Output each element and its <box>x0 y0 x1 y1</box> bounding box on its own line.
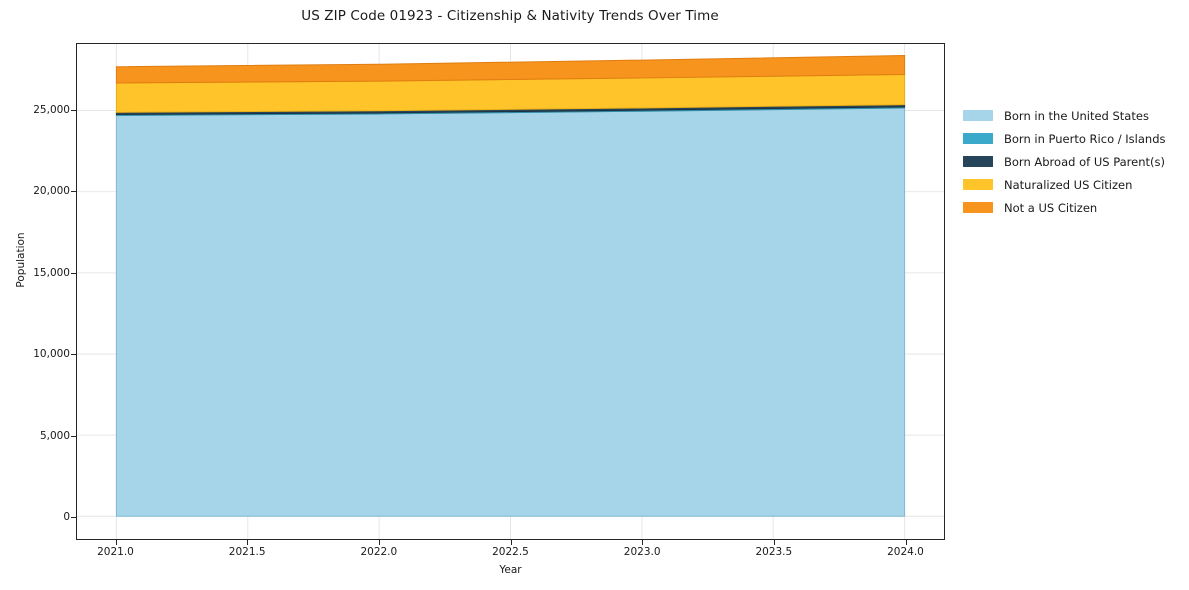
legend-item-label: Born Abroad of US Parent(s) <box>1004 154 1165 169</box>
legend-color-swatch <box>963 133 993 144</box>
x-axis-tick-label: 2024.0 <box>887 546 924 558</box>
legend-item-label: Born in Puerto Rico / Islands <box>1004 131 1166 146</box>
chart-legend: Born in the United States Born in Puerto … <box>963 104 1185 219</box>
area-series <box>115 54 906 84</box>
x-axis-label: Year <box>499 564 522 576</box>
y-axis-tick-label: 10,000 <box>33 348 70 361</box>
y-axis-tick-mark <box>71 191 76 193</box>
x-axis-tick-label: 2023.5 <box>755 546 793 558</box>
x-axis-tick-label: 2021.5 <box>228 546 266 558</box>
y-axis-tick-mark <box>71 517 76 519</box>
y-axis-tick-mark <box>71 109 76 111</box>
x-axis-tick-labels: 2021.0 2021.5 2022.0 2022.5 2023.0 2023.5 2024… <box>76 546 945 564</box>
y-axis-tick-label: 25,000 <box>33 103 70 116</box>
y-axis-tick-mark <box>71 354 76 356</box>
legend-item-label: Not a US Citizen <box>1004 200 1098 215</box>
x-axis-tick-mark <box>247 540 249 545</box>
y-axis-tick-mark <box>71 435 76 437</box>
area-series <box>115 107 906 517</box>
y-axis-tick-label: 0 <box>63 511 70 524</box>
y-axis-tick-mark <box>71 272 76 274</box>
x-axis-tick-mark <box>115 540 117 545</box>
legend-color-swatch <box>963 179 993 190</box>
legend-item[interactable]: Not a US Citizen <box>963 196 1185 219</box>
legend-item[interactable]: Born in Puerto Rico / Islands <box>963 127 1185 150</box>
legend-item[interactable]: Naturalized US Citizen <box>963 173 1185 196</box>
legend-item[interactable]: Born in the United States <box>963 104 1185 127</box>
x-axis-tick-mark <box>905 540 907 545</box>
y-axis-label: Population <box>15 232 27 288</box>
chart-title: US ZIP Code 01923 - Citizenship & Nativi… <box>301 8 719 24</box>
x-axis-tick-label: 2023.0 <box>623 546 661 558</box>
plot-area <box>76 43 945 540</box>
legend-item-label: Born in the United States <box>1004 108 1149 123</box>
x-axis-tick-mark <box>642 540 644 545</box>
legend-color-swatch <box>963 156 993 167</box>
y-axis-tick-label: 5,000 <box>39 429 70 442</box>
legend-color-swatch <box>963 110 993 121</box>
x-axis-tick-mark <box>378 540 380 545</box>
x-axis-tick-mark <box>510 540 512 545</box>
y-axis-tick-label: 20,000 <box>33 185 70 198</box>
y-axis-tick-labels: 0 5,000 10,000 15,000 20,000 25,000 <box>6 43 70 540</box>
legend-item[interactable]: Born Abroad of US Parent(s) <box>963 150 1185 173</box>
stacked-area-series <box>115 54 906 517</box>
x-axis-tick-label: 2021.0 <box>97 546 134 558</box>
x-axis-tick-label: 2022.0 <box>360 546 398 558</box>
legend-item-label: Naturalized US Citizen <box>1004 177 1133 192</box>
legend-color-swatch <box>963 202 993 213</box>
x-axis-tick-label: 2022.5 <box>492 546 529 558</box>
y-axis-tick-label: 15,000 <box>33 266 70 279</box>
x-axis-tick-mark <box>773 540 775 545</box>
